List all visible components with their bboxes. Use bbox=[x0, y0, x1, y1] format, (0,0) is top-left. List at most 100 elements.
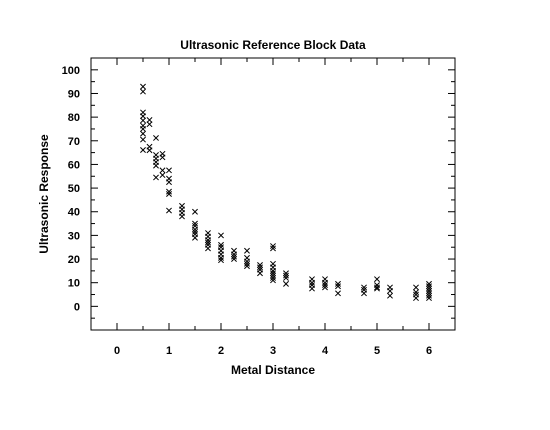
data-point bbox=[244, 260, 250, 267]
data-point bbox=[218, 254, 224, 261]
data-point bbox=[146, 117, 153, 123]
data-point bbox=[335, 280, 341, 287]
x-tick-label: 6 bbox=[426, 345, 432, 357]
data-point bbox=[231, 256, 237, 262]
data-point bbox=[140, 83, 146, 90]
data-point bbox=[218, 241, 224, 248]
data-point bbox=[335, 283, 341, 290]
data-point bbox=[257, 270, 263, 277]
x-tick-label: 3 bbox=[270, 345, 276, 357]
data-point bbox=[205, 239, 211, 246]
x-axis-label: Metal Distance bbox=[231, 363, 315, 377]
x-tick-label: 4 bbox=[322, 345, 329, 357]
data-point bbox=[244, 247, 250, 254]
x-tick-label: 5 bbox=[374, 345, 380, 357]
data-point bbox=[283, 270, 289, 277]
data-point bbox=[426, 283, 432, 290]
data-points bbox=[140, 83, 432, 302]
data-point bbox=[140, 136, 146, 143]
data-point bbox=[283, 272, 289, 279]
data-point bbox=[374, 276, 380, 283]
data-point bbox=[361, 284, 367, 291]
data-point bbox=[413, 289, 419, 296]
data-point bbox=[374, 285, 380, 292]
data-point bbox=[166, 179, 172, 186]
data-point bbox=[146, 147, 153, 154]
y-tick-label: 80 bbox=[68, 112, 80, 124]
data-point bbox=[361, 290, 367, 297]
data-point bbox=[205, 237, 211, 244]
data-point bbox=[257, 262, 263, 268]
data-point bbox=[140, 113, 146, 120]
data-point bbox=[426, 292, 432, 299]
data-point bbox=[270, 272, 276, 279]
data-point bbox=[192, 226, 198, 233]
y-tick-label: 30 bbox=[68, 230, 80, 242]
y-axis: 0 10 20 30 40 50 60 70 80 90 100 bbox=[62, 57, 455, 319]
data-point bbox=[192, 220, 198, 227]
data-point bbox=[140, 117, 146, 124]
y-tick-label: 70 bbox=[68, 136, 80, 148]
data-point bbox=[244, 263, 250, 270]
x-tick-label: 0 bbox=[114, 345, 120, 357]
data-point bbox=[270, 245, 276, 252]
data-point bbox=[426, 290, 432, 297]
data-point bbox=[140, 126, 146, 132]
data-point bbox=[413, 284, 419, 291]
data-point bbox=[283, 275, 289, 281]
y-tick-label: 20 bbox=[68, 254, 80, 266]
y-tick-label: 100 bbox=[62, 65, 80, 77]
data-point bbox=[322, 282, 328, 289]
data-point bbox=[192, 228, 198, 235]
data-point bbox=[270, 275, 276, 281]
data-point bbox=[218, 257, 224, 264]
x-tick-label: 1 bbox=[166, 345, 172, 357]
data-point bbox=[231, 251, 237, 258]
y-tick-label: 10 bbox=[68, 278, 80, 290]
data-point bbox=[166, 191, 172, 197]
chart-title: Ultrasonic Reference Block Data bbox=[180, 38, 366, 52]
y-tick-label: 50 bbox=[68, 183, 80, 195]
y-tick-label: 0 bbox=[74, 301, 80, 313]
data-point bbox=[387, 288, 393, 294]
y-tick-label: 40 bbox=[68, 207, 80, 219]
data-point bbox=[166, 188, 172, 195]
data-point bbox=[374, 284, 380, 291]
data-point bbox=[166, 167, 172, 174]
data-point bbox=[270, 270, 276, 277]
data-point bbox=[166, 207, 172, 214]
x-tick-label: 2 bbox=[218, 345, 224, 357]
data-point bbox=[283, 280, 289, 287]
data-point bbox=[426, 285, 432, 292]
data-point bbox=[387, 292, 393, 299]
plot-frame bbox=[90, 57, 456, 331]
y-axis-label: Ultrasonic Response bbox=[37, 134, 51, 254]
data-point bbox=[309, 279, 315, 286]
data-point bbox=[231, 253, 237, 260]
data-point bbox=[270, 267, 276, 274]
data-point bbox=[244, 258, 250, 265]
data-point bbox=[140, 130, 146, 137]
data-point bbox=[192, 234, 198, 241]
data-point bbox=[218, 232, 224, 239]
data-point bbox=[322, 279, 328, 286]
data-point bbox=[205, 245, 211, 252]
data-point bbox=[140, 88, 146, 95]
data-point bbox=[257, 264, 263, 271]
y-tick-label: 60 bbox=[68, 159, 80, 171]
data-point bbox=[153, 162, 159, 169]
data-point bbox=[426, 295, 432, 302]
data-point bbox=[322, 284, 328, 291]
data-point bbox=[146, 121, 153, 128]
data-point bbox=[140, 147, 146, 153]
data-point bbox=[270, 277, 276, 284]
data-point bbox=[192, 208, 198, 215]
data-point bbox=[335, 290, 341, 297]
x-axis: 0 1 2 3 4 5 6 bbox=[90, 58, 456, 357]
data-point bbox=[159, 172, 166, 179]
data-point bbox=[309, 285, 315, 292]
y-tick-label: 90 bbox=[68, 88, 80, 100]
data-point bbox=[159, 167, 166, 174]
